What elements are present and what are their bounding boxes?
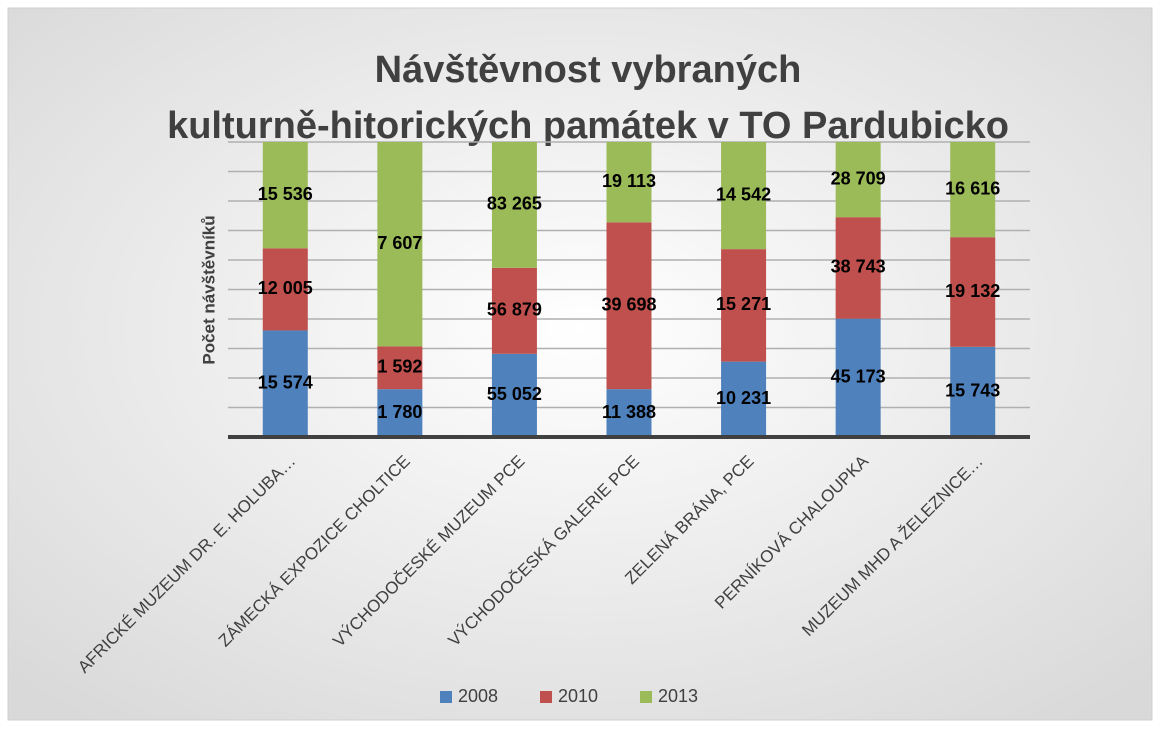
data-label: 7 607 <box>377 233 422 253</box>
data-label: 83 265 <box>487 194 542 214</box>
bar-segment <box>377 346 423 390</box>
bar-segment <box>491 353 537 437</box>
data-label: 19 113 <box>602 171 656 191</box>
bar-segment <box>606 389 652 437</box>
bar-segment <box>835 318 881 437</box>
legend-swatch <box>640 691 652 703</box>
bar-segment <box>721 361 767 437</box>
legend-label: 2010 <box>558 686 598 706</box>
data-label: 28 709 <box>831 168 886 188</box>
bar-segment <box>835 142 881 218</box>
data-label: 15 536 <box>258 184 313 204</box>
legend-swatch <box>540 691 552 703</box>
data-label: 38 743 <box>831 257 886 277</box>
data-label: 10 231 <box>716 388 771 408</box>
bar-segment <box>721 249 767 362</box>
y-axis-label: Počet návštěvníků <box>199 215 218 364</box>
data-label: 45 173 <box>831 367 886 387</box>
bar-segment <box>950 142 996 238</box>
data-label: 1 592 <box>377 357 422 377</box>
bar-segment <box>262 330 308 437</box>
chart-title: Návštěvnost vybraných <box>375 49 802 91</box>
data-label: 16 616 <box>945 178 1000 198</box>
bar-segment <box>262 248 308 331</box>
data-label: 1 780 <box>377 402 422 422</box>
data-label: 19 132 <box>945 281 1000 301</box>
data-label: 55 052 <box>487 384 542 404</box>
data-label: 12 005 <box>258 278 313 298</box>
bar-segment <box>950 237 996 347</box>
legend-swatch <box>440 691 452 703</box>
data-label: 15 574 <box>258 372 313 392</box>
bar-segment <box>835 217 881 319</box>
bar-segment <box>491 142 537 268</box>
data-label: 11 388 <box>602 402 656 422</box>
bar-segment <box>377 142 423 347</box>
data-label: 56 879 <box>487 300 542 320</box>
data-label: 14 542 <box>716 184 771 204</box>
bar-segment <box>262 142 308 249</box>
bar-segment <box>491 267 537 354</box>
legend-label: 2013 <box>658 686 698 706</box>
data-label: 15 743 <box>945 381 1000 401</box>
data-label: 39 698 <box>601 294 656 314</box>
bar-segment <box>377 389 423 437</box>
data-label: 15 271 <box>716 294 771 314</box>
bar-segment <box>950 346 996 437</box>
chart-title: kulturně-hitorických památek v TO Pardub… <box>167 105 1009 147</box>
bar-segment <box>606 142 652 223</box>
bar-segment <box>606 222 652 390</box>
bar-segment <box>721 142 767 250</box>
legend-label: 2008 <box>458 686 498 706</box>
